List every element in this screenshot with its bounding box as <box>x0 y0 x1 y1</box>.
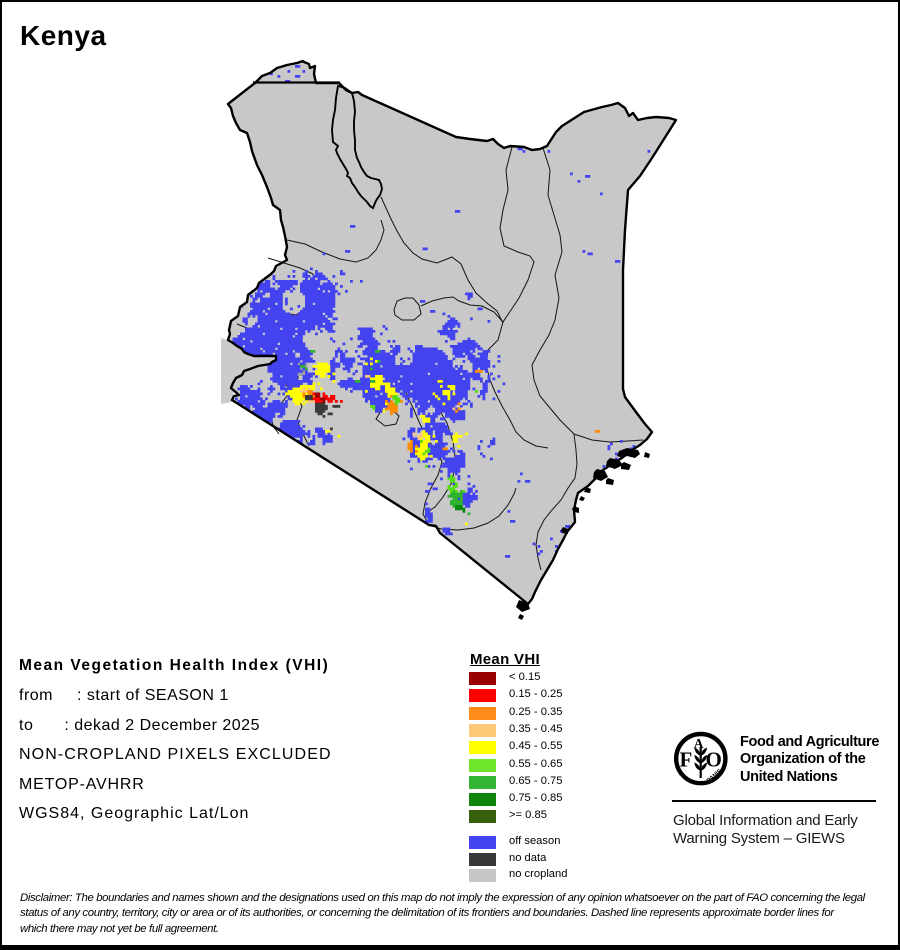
svg-text:A: A <box>694 736 704 751</box>
svg-text:O: O <box>706 748 722 772</box>
svg-text:F: F <box>680 748 693 772</box>
